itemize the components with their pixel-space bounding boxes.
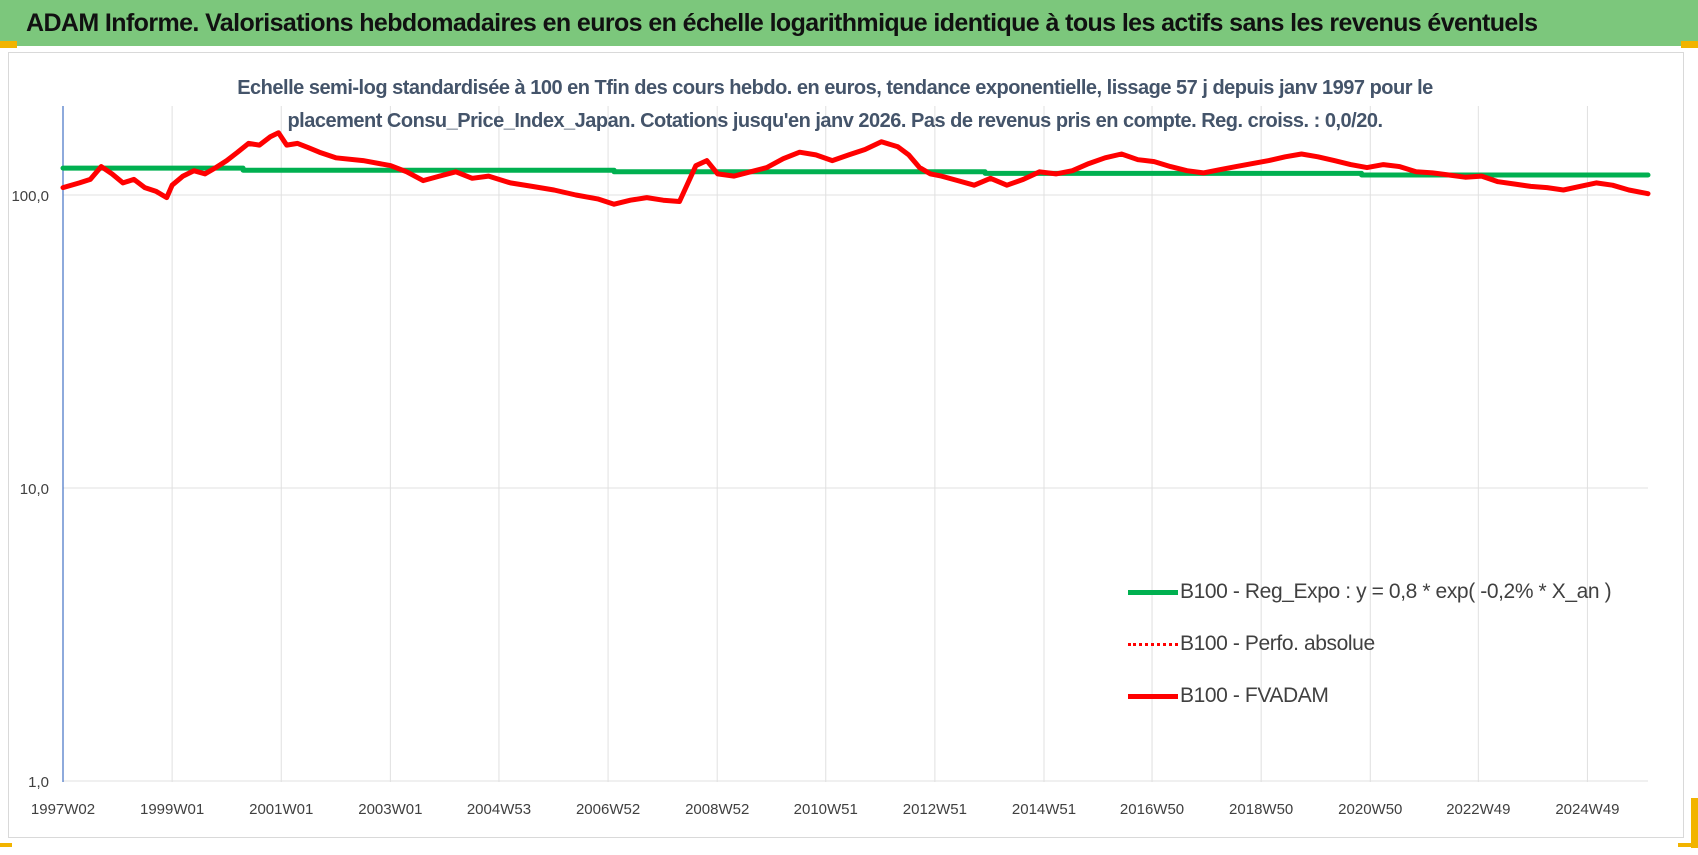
x-tick-label: 2022W49 — [1446, 801, 1510, 818]
series-line-0 — [60, 165, 1651, 178]
legend-swatch-fvadam — [1128, 693, 1178, 699]
legend-item-fvadam: B100 - FVADAM — [1128, 670, 1611, 722]
x-tick-label: 2012W51 — [903, 801, 967, 818]
x-tick-label: 2010W51 — [794, 801, 858, 818]
series-line-2 — [60, 130, 1651, 207]
x-tick-label: 1997W02 — [31, 801, 95, 818]
x-tick-label: 2008W52 — [685, 801, 749, 818]
legend-item-trend: B100 - Reg_Expo : y = 0,8 * exp( -0,2% *… — [1128, 566, 1612, 618]
chart-title: Echelle semi-log standardisée à 100 en T… — [237, 77, 1433, 132]
chart-legend: B100 - Reg_Expo : y = 0,8 * exp( -0,2% *… — [1128, 566, 1612, 722]
legend-swatch-perfo — [1128, 642, 1178, 646]
frame-corner-bottom-right — [1691, 798, 1698, 848]
x-tick-label: 2001W01 — [249, 801, 313, 818]
y-tick-label: 1,0 — [28, 774, 49, 791]
chart-frame — [8, 52, 1684, 838]
x-tick-label: 2016W50 — [1120, 801, 1184, 818]
legend-swatch-trend — [1128, 589, 1178, 595]
x-tick-label: 1999W01 — [140, 801, 204, 818]
frame-corner-bottom-left — [0, 843, 12, 847]
legend-label-fvadam: B100 - FVADAM — [1180, 684, 1329, 707]
x-tick-label: 2018W50 — [1229, 801, 1293, 818]
frame-corner-top-right — [1681, 41, 1698, 48]
x-tick-label: 2006W52 — [576, 801, 640, 818]
y-tick-label: 100,0 — [11, 188, 49, 205]
legend-label-trend: B100 - Reg_Expo : y = 0,8 * exp( -0,2% *… — [1180, 580, 1612, 603]
legend-item-perfo: B100 - Perfo. absolue — [1128, 618, 1611, 670]
x-tick-label: 2003W01 — [358, 801, 422, 818]
x-tick-label: 2014W51 — [1012, 801, 1076, 818]
x-tick-label: 2020W50 — [1338, 801, 1402, 818]
header-banner: ADAM Informe. Valorisations hebdomadaire… — [0, 0, 1698, 46]
y-tick-label: 10,0 — [20, 481, 49, 498]
legend-label-perfo: B100 - Perfo. absolue — [1180, 632, 1375, 655]
x-tick-label: 2024W49 — [1555, 801, 1619, 818]
frame-corner-top-left — [0, 41, 17, 48]
x-tick-label: 2004W53 — [467, 801, 531, 818]
frame-corner-bottom-right-foot — [1678, 843, 1698, 847]
banner-title: ADAM Informe. Valorisations hebdomadaire… — [26, 8, 1538, 37]
